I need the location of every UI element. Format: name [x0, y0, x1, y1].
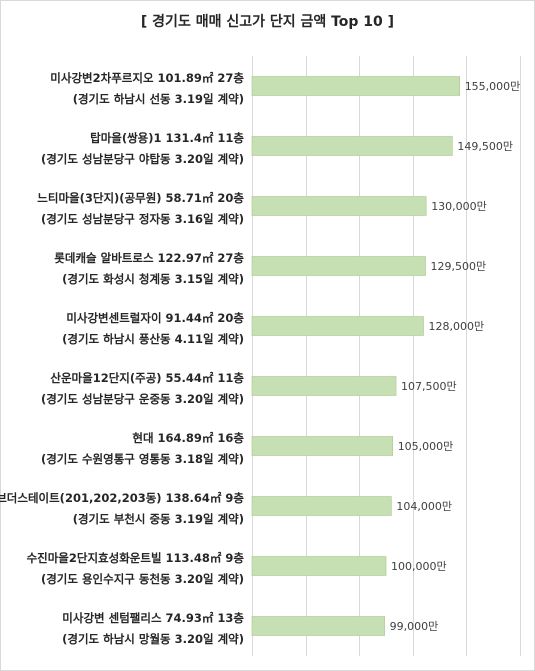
bars	[251, 76, 460, 636]
data-label: 100,000만	[391, 560, 447, 573]
category-label: 미사강변 센텀팰리스 74.93㎡ 13층	[62, 611, 244, 625]
category-label: (경기도 성남분당구 정자동 3.16일 계약)	[41, 212, 244, 226]
bar	[251, 316, 424, 336]
bar	[251, 616, 385, 636]
data-label: 155,000만	[465, 80, 521, 93]
data-labels: 155,000만 149,500만 130,000만 129,500만 128,000만…	[390, 80, 521, 633]
category-label: 산운마을12단지(주공) 55.44㎡ 11층	[50, 371, 244, 385]
data-label: 149,500만	[457, 140, 513, 153]
data-label: 105,000만	[398, 440, 454, 453]
category-label: 롯데캐슬 알바트로스 122.97㎡ 27층	[54, 251, 244, 265]
bar	[251, 196, 427, 216]
data-label: 99,000만	[390, 620, 439, 633]
bar	[251, 436, 393, 456]
data-label: 107,500만	[401, 380, 457, 393]
data-label: 130,000만	[431, 200, 487, 213]
category-label: (경기도 화성시 청계동 3.15일 계약)	[62, 272, 244, 286]
chart-title: [ 경기도 매매 신고가 단지 금액 Top 10 ]	[140, 14, 395, 30]
category-label: (경기도 하남시 망월동 3.20일 계약)	[62, 632, 244, 646]
data-label: 129,500만	[431, 260, 487, 273]
category-label: (경기도 부천시 중동 3.19일 계약)	[73, 512, 244, 526]
category-label: 탑마을(쌍용)1 131.4㎡ 11층	[90, 131, 244, 145]
gridlines	[252, 56, 521, 656]
category-label: (경기도 하남시 선동 3.19일 계약)	[73, 92, 244, 106]
category-label: (경기도 성남분당구 운중동 3.20일 계약)	[41, 392, 244, 406]
category-label: (경기도 성남분당구 야탑동 3.20일 계약)	[41, 152, 244, 166]
bar	[251, 556, 387, 576]
category-label: 수진마을2단지효성화운트빌 113.48㎡ 9층	[27, 551, 245, 565]
category-label: (경기도 용인수지구 동천동 3.20일 계약)	[41, 572, 244, 586]
category-label: 위브더스테이트(201,202,203동) 138.64㎡ 9층	[0, 491, 244, 505]
category-labels: 미사강변2차푸르지오 101.89㎡ 27층 (경기도 하남시 선동 3.19일 …	[0, 71, 244, 646]
bar	[251, 256, 426, 276]
data-label: 128,000만	[429, 320, 485, 333]
bar	[251, 76, 460, 96]
bar	[251, 376, 397, 396]
category-label: (경기도 수원영통구 영통동 3.18일 계약)	[41, 452, 244, 466]
data-label: 104,000만	[396, 500, 452, 513]
bar	[251, 496, 392, 516]
category-label: 현대 164.89㎡ 16층	[132, 431, 244, 445]
category-label: 미사강변2차푸르지오 101.89㎡ 27층	[50, 71, 244, 85]
category-label: 느티마을(3단지)(공무원) 58.71㎡ 20층	[37, 191, 244, 205]
bar	[251, 136, 453, 156]
category-label: 미사강변센트럴자이 91.44㎡ 20층	[66, 311, 244, 325]
category-label: (경기도 하남시 풍산동 4.11일 계약)	[62, 332, 244, 346]
